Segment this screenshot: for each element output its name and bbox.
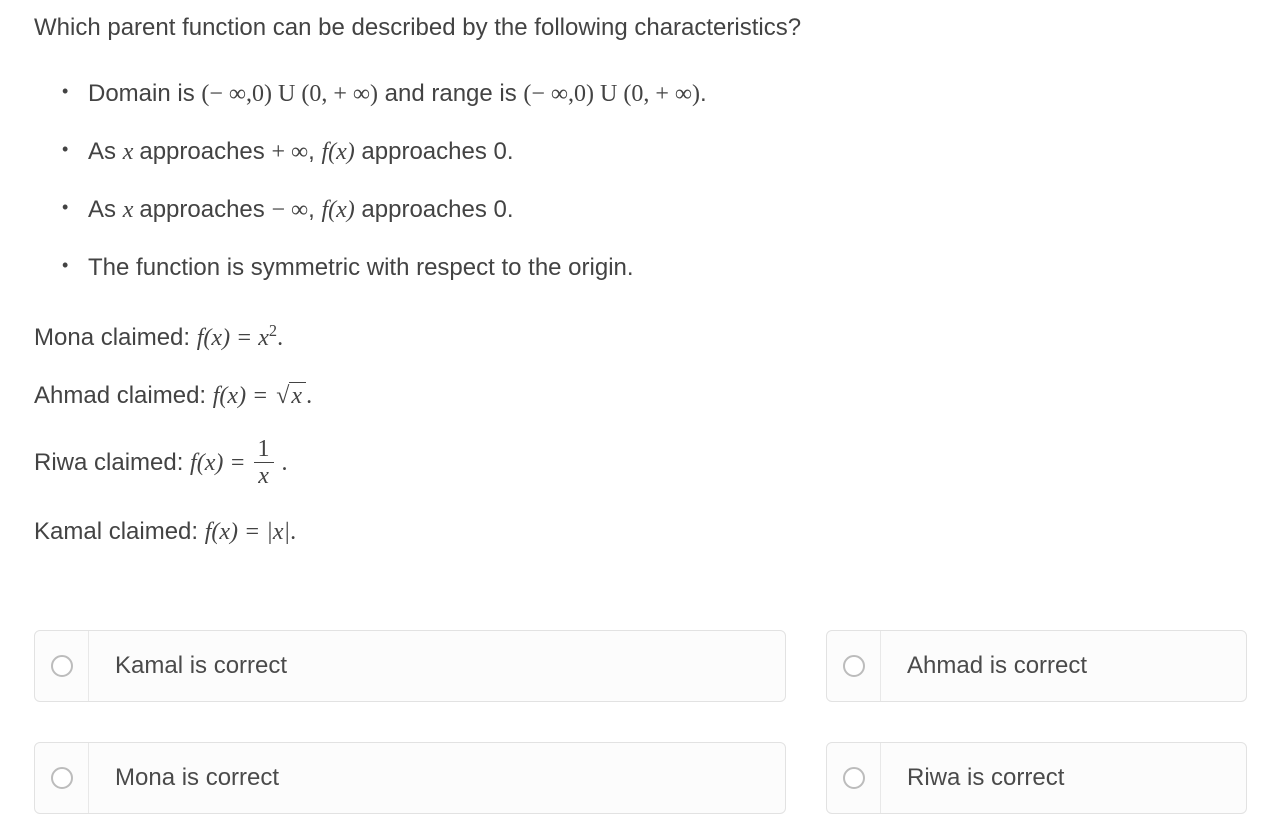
bullet-limit-minus-inf: As x approaches − ∞, f(x) approaches 0. [62, 192, 1247, 228]
claim-expression: f(x) = [190, 450, 252, 476]
claim-expression: f(x) = |x| [205, 519, 290, 545]
fraction-numerator: 1 [254, 436, 274, 463]
claim-expression: f(x) = x [197, 325, 269, 351]
claim-ahmad: Ahmad claimed: f(x) = √x . [34, 378, 1247, 414]
interval-2: (− ∞,0) U (0, + ∞) [523, 81, 700, 107]
fx-var: f(x) [321, 139, 354, 165]
radio-icon [843, 767, 865, 789]
option-label: Ahmad is correct [881, 648, 1113, 684]
option-riwa[interactable]: Riwa is correct [826, 742, 1247, 814]
bullet-text: approaches [139, 138, 271, 165]
option-label: Kamal is correct [89, 648, 313, 684]
bullet-text: approaches 0. [355, 196, 514, 223]
bullet-text: . [700, 80, 707, 107]
bullet-text: , [308, 138, 321, 165]
bullet-text: As [88, 138, 123, 165]
claim-riwa: Riwa claimed: f(x) = 1x . [34, 436, 1247, 492]
interval-1: (− ∞,0) U (0, + ∞) [201, 81, 378, 107]
bullet-text: As [88, 196, 123, 223]
x-var: x [123, 139, 140, 165]
infinity-symbol: + ∞ [271, 139, 308, 165]
exponent: 2 [269, 321, 277, 340]
radio-box [35, 631, 89, 701]
bullet-text: and range is [378, 80, 523, 107]
bullet-limit-plus-inf: As x approaches + ∞, f(x) approaches 0. [62, 134, 1247, 170]
question-text: Which parent function can be described b… [34, 10, 1247, 46]
fraction-denominator: x [254, 463, 274, 491]
x-var: x [123, 197, 140, 223]
bullet-text: , [308, 196, 321, 223]
radio-icon [843, 655, 865, 677]
option-mona[interactable]: Mona is correct [34, 742, 786, 814]
sqrt-arg: x [289, 382, 306, 409]
claim-label: Riwa claimed: [34, 449, 190, 476]
radio-box [827, 743, 881, 813]
period: . [276, 450, 288, 476]
claim-kamal: Kamal claimed: f(x) = |x|. [34, 514, 1247, 550]
answer-options: Kamal is correct Ahmad is correct Mona i… [34, 630, 1247, 814]
sqrt-expression: √x [274, 378, 306, 414]
period: . [277, 325, 283, 351]
option-label: Riwa is correct [881, 760, 1090, 796]
fx-var: f(x) [321, 197, 354, 223]
claim-expression: f(x) = [213, 383, 275, 409]
sqrt-sign: √ [276, 383, 289, 409]
characteristics-list: Domain is (− ∞,0) U (0, + ∞) and range i… [62, 76, 1247, 286]
period: . [306, 383, 312, 409]
radio-box [35, 743, 89, 813]
period: . [290, 519, 296, 545]
bullet-text: approaches [139, 196, 271, 223]
option-label: Mona is correct [89, 760, 305, 796]
claim-label: Ahmad claimed: [34, 382, 213, 409]
claim-label: Kamal claimed: [34, 518, 205, 545]
bullet-text: Domain is [88, 80, 201, 107]
option-kamal[interactable]: Kamal is correct [34, 630, 786, 702]
bullet-domain-range: Domain is (− ∞,0) U (0, + ∞) and range i… [62, 76, 1247, 112]
infinity-symbol: − ∞ [271, 197, 308, 223]
radio-icon [51, 767, 73, 789]
fraction: 1x [254, 436, 274, 492]
bullet-text: approaches 0. [355, 138, 514, 165]
radio-box [827, 631, 881, 701]
option-ahmad[interactable]: Ahmad is correct [826, 630, 1247, 702]
radio-icon [51, 655, 73, 677]
bullet-symmetry: The function is symmetric with respect t… [62, 250, 1247, 286]
claim-mona: Mona claimed: f(x) = x2. [34, 320, 1247, 356]
claim-label: Mona claimed: [34, 324, 197, 351]
